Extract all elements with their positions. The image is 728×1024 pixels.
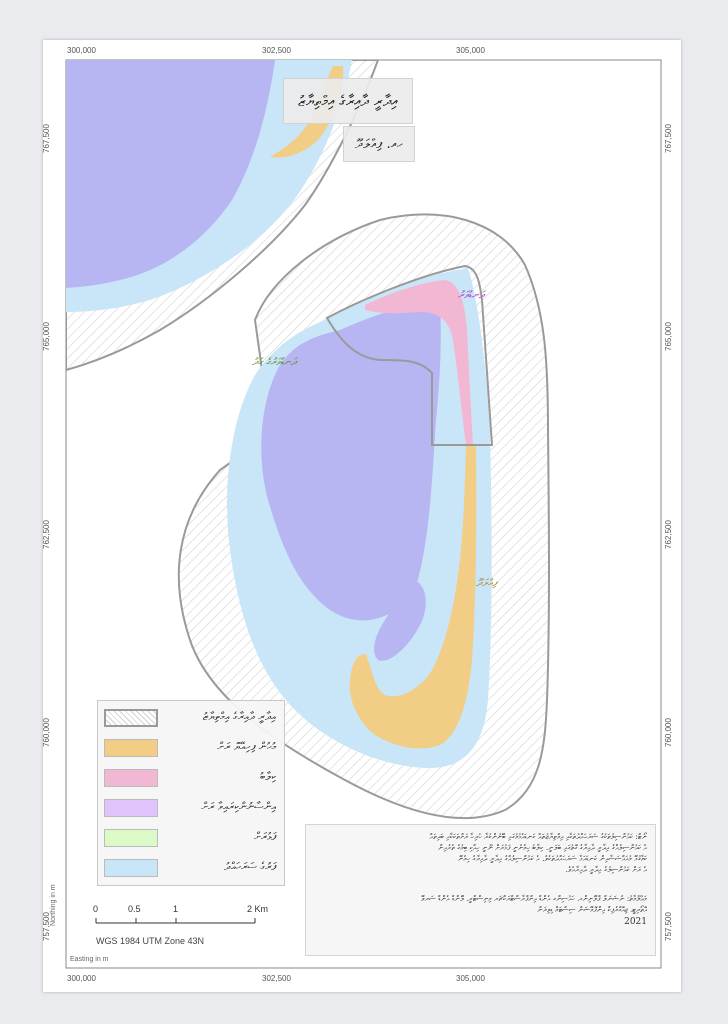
- mangrove-label: ދަނޑުވަރު: [458, 290, 485, 301]
- note-line-2: އެ ކައުންސިލެއްގެ އިދާރީ ދާއިރާގެ ގޮތުގަ…: [438, 843, 647, 852]
- legend: އިދާރީ ދާއިރާގެ އިމްތިޔާޒު މުހުން ފިހިއޭ…: [97, 700, 285, 886]
- note-source-2: އޮތޯރިޓީ، ޖިއޮގްރެފިކް އިންފޮމޭޝަން ސިސް…: [537, 905, 647, 914]
- easting-title: Easting in m: [70, 956, 109, 963]
- map-title: އިދާރީ ދާއިރާގެ އިމްތިޔާޒު: [283, 78, 413, 124]
- scale-bar: [95, 918, 256, 924]
- easting-bottom-1: 300,000: [67, 974, 96, 983]
- swatch-reef: [104, 859, 158, 877]
- swatch-mangrove: [104, 769, 158, 787]
- legend-label-admin: އިދާރީ ދާއިރާގެ އިމްތިޔާޒު: [202, 710, 276, 723]
- northing-right-3: 762,500: [663, 520, 673, 549]
- mangrove-area: [365, 280, 473, 445]
- island-land: [349, 445, 477, 749]
- northing-right-2: 765,000: [663, 322, 673, 351]
- legend-row-inhabited: އިންސާނުންކިރައިވާ ރަށް: [104, 797, 276, 819]
- northing-right-5: 757,500: [663, 912, 673, 941]
- legend-row-uninhabited: ފަޅުރަށް: [104, 827, 276, 849]
- boundary-label: ދަނޑުވަރުގެ ހަދު: [252, 357, 297, 368]
- northing-right-4: 760,000: [663, 718, 673, 747]
- note-box: ނޯޓް: ކައުންސިލުތަކުގެ ސަރަޙައްދުތަކާއި …: [305, 824, 656, 956]
- northing-left-4: 760,000: [41, 718, 51, 747]
- swatch-green: [104, 829, 158, 847]
- legend-row-admin: އިދާރީ ދާއިރާގެ އިމްތިޔާޒު: [104, 707, 276, 729]
- note-line-4: އެ ރަށް ކައުންސިލުގެ އިދާރީ ދާއިރާއެވެ.: [565, 865, 647, 874]
- swatch-purple: [104, 799, 158, 817]
- northing-left-3: 762,500: [41, 520, 51, 549]
- south-lagoon-small: [374, 582, 426, 661]
- legend-label-mangrove: ކިލާބު: [259, 770, 276, 783]
- swatch-hatch: [104, 709, 158, 727]
- legend-label-reef: ފަރުގެ ސަރަހައްދު: [224, 860, 276, 873]
- northing-title: Northing in m: [50, 884, 57, 926]
- legend-row-land: މުހުން ފިހިއޭޔޮ ރަށް: [104, 737, 276, 759]
- note-line-3: ކަމާގުޅޭ މުއައްސަސާއިން ކަނޑައަޅާ ސަރަޙަ…: [457, 854, 647, 863]
- northing-left-1: 767,500: [41, 124, 51, 153]
- scale-0: 0: [93, 904, 99, 914]
- note-source-1: މަޢުލޫމާތު: ނެޝަނަލް ޕްލޭނިންގ، ހައުސިން…: [421, 894, 647, 903]
- scale-2km: 2 Km: [247, 904, 269, 914]
- note-year: 2021: [624, 917, 647, 927]
- island-label: ފިއްލަދޫ: [476, 578, 497, 589]
- legend-row-reef: ފަރުގެ ސަރަހައްދު: [104, 857, 276, 879]
- mangrove-boundary: [325, 264, 494, 446]
- north-lagoon: [66, 60, 275, 288]
- easting-bottom-2: 302,500: [262, 974, 291, 983]
- easting-bottom-3: 305,000: [456, 974, 485, 983]
- note-line-1: ނޯޓް: ކައުންސިލުތަކުގެ ސަރަޙައްދުތަކާއި …: [429, 832, 647, 841]
- crs-label: WGS 1984 UTM Zone 43N: [96, 936, 205, 946]
- legend-row-mangrove: ކިލާބު: [104, 767, 276, 789]
- swatch-land: [104, 739, 158, 757]
- easting-top-3: 305,000: [456, 46, 485, 55]
- northing-right-1: 767,500: [663, 124, 673, 153]
- legend-label-inhabited: އިންސާނުންކިރައިވާ ރަށް: [201, 800, 276, 813]
- map-subtitle: ހއ. ފިއްލަދޫ: [343, 126, 415, 162]
- south-lagoon: [261, 303, 441, 621]
- scale-05: 0.5: [128, 904, 141, 914]
- easting-top-2: 302,500: [262, 46, 291, 55]
- northing-left-2: 765,000: [41, 322, 51, 351]
- legend-label-uninhabited: ފަޅުރަށް: [254, 830, 276, 843]
- scale-1: 1: [173, 904, 179, 914]
- legend-label-land: މުހުން ފިހިއޭޔޮ ރަށް: [217, 740, 276, 753]
- easting-top-1: 300,000: [67, 46, 96, 55]
